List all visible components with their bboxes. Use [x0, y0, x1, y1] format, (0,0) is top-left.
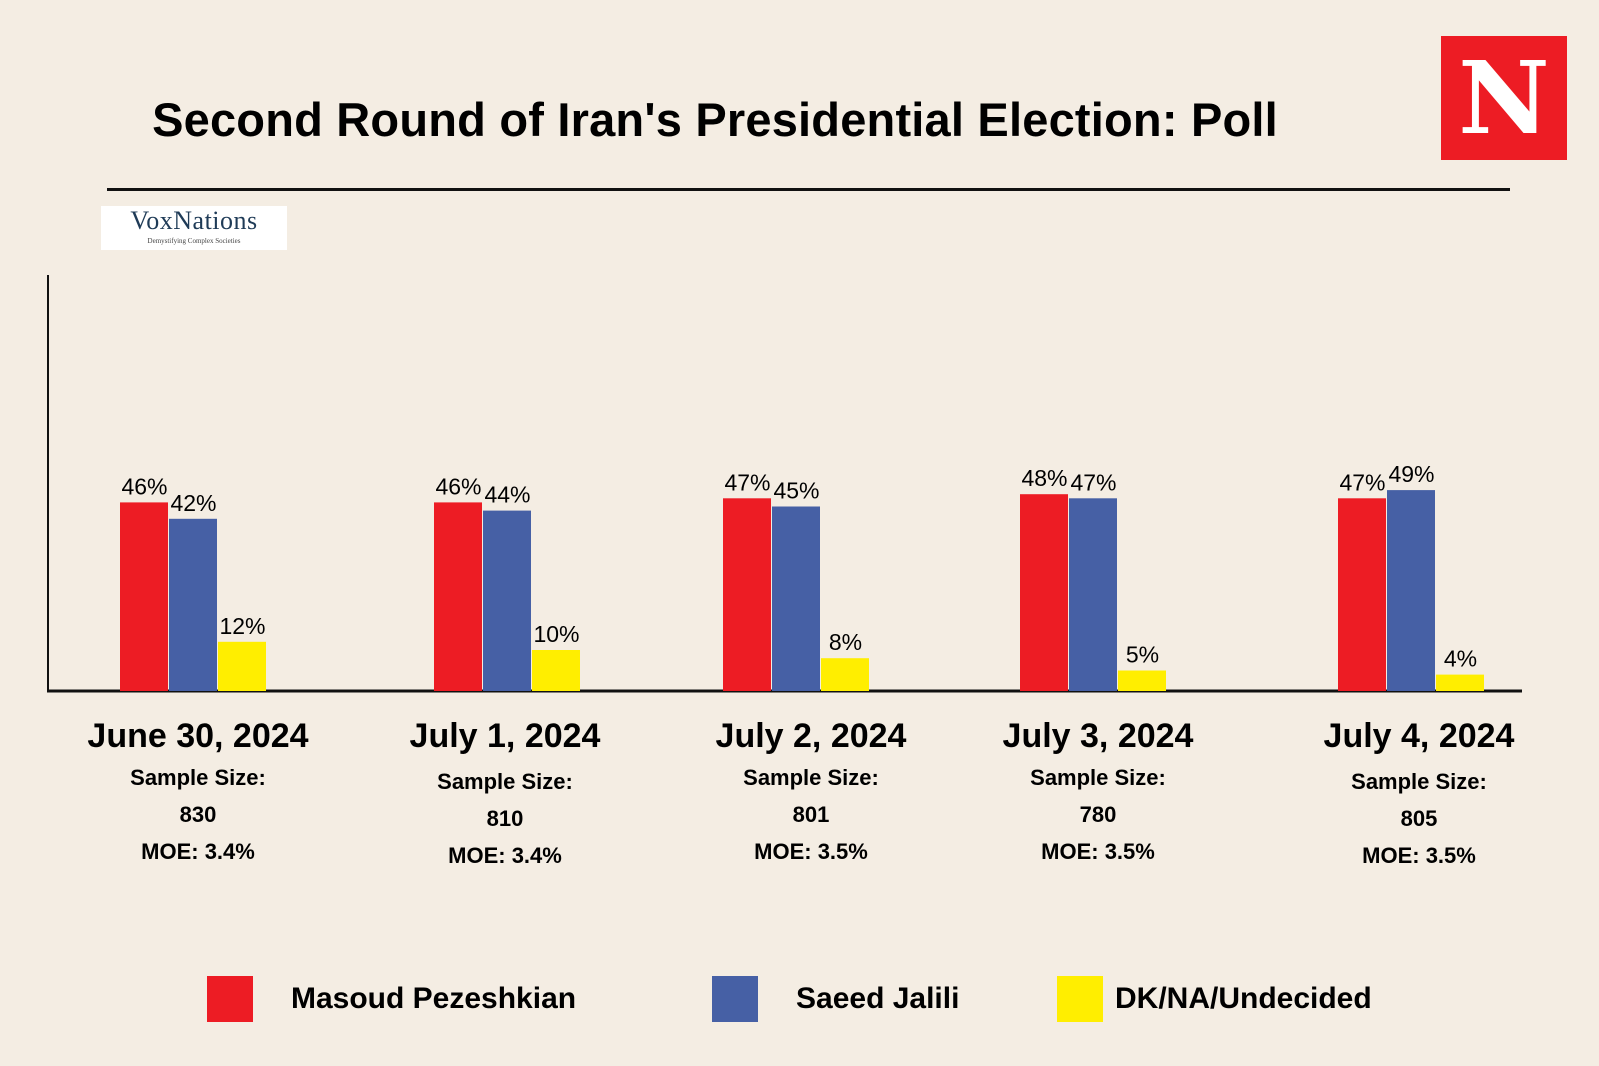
voxnations-tagline: Demystifying Complex Societies: [147, 237, 241, 245]
legend-item-jalili: Saeed Jalili: [712, 976, 959, 1022]
data-label: 47%: [1339, 469, 1385, 495]
bar-masoud-pezeshkian-0: [120, 502, 168, 691]
legend-swatch-undecided: [1057, 976, 1103, 1022]
x-tick-label: June 30, 2024: [87, 717, 308, 755]
sample-size-label: Sample Size:: [743, 765, 879, 790]
sample-size-label: Sample Size:: [1351, 769, 1487, 794]
bar-saeed-jalili-4: [1387, 490, 1435, 691]
data-label: 46%: [121, 473, 167, 499]
x-tick-label: July 4, 2024: [1324, 717, 1515, 755]
data-label: 8%: [829, 629, 862, 655]
newsweek-logo: N: [1441, 36, 1567, 160]
x-tick-label: July 1, 2024: [410, 717, 601, 755]
data-label: 42%: [170, 490, 216, 516]
bar-masoud-pezeshkian-1: [434, 502, 482, 691]
sample-size-label: Sample Size:: [437, 769, 573, 794]
bar-dk-na-undecided-4: [1436, 674, 1484, 691]
bar-dk-na-undecided-1: [532, 650, 580, 691]
sample-size-value: 780: [1080, 802, 1117, 827]
moe-label: MOE: 3.5%: [1362, 843, 1476, 868]
legend-swatch-pezeshkian: [207, 976, 253, 1022]
bar-masoud-pezeshkian-3: [1020, 494, 1068, 691]
legend-label-undecided: DK/NA/Undecided: [1115, 982, 1372, 1015]
data-label: 49%: [1388, 461, 1434, 487]
bar-dk-na-undecided-0: [218, 641, 266, 691]
sample-size-label: Sample Size:: [1030, 765, 1166, 790]
data-label: 45%: [773, 478, 819, 504]
x-tick-label: July 3, 2024: [1003, 717, 1194, 755]
bar-saeed-jalili-3: [1069, 498, 1117, 691]
bar-masoud-pezeshkian-2: [723, 498, 771, 691]
legend-item-undecided: DK/NA/Undecided: [1057, 976, 1372, 1022]
voxnations-logo: VoxNations Demystifying Complex Societie…: [101, 206, 287, 250]
moe-label: MOE: 3.5%: [754, 839, 868, 864]
data-label: 5%: [1126, 642, 1159, 668]
legend-label-pezeshkian: Masoud Pezeshkian: [291, 982, 577, 1015]
moe-label: MOE: 3.4%: [448, 843, 562, 868]
data-label: 47%: [1070, 469, 1116, 495]
moe-label: MOE: 3.5%: [1041, 839, 1155, 864]
legend-item-pezeshkian: Masoud Pezeshkian: [207, 976, 576, 1022]
sample-size-value: 830: [180, 802, 217, 827]
bar-saeed-jalili-2: [772, 506, 820, 691]
data-label: 44%: [484, 482, 530, 508]
sample-size-label: Sample Size:: [130, 765, 266, 790]
voxnations-name: VoxNations: [130, 206, 258, 235]
title-divider: [107, 188, 1510, 191]
bar-saeed-jalili-1: [483, 510, 531, 691]
data-label: 10%: [533, 621, 579, 647]
data-label: 48%: [1021, 465, 1067, 491]
legend-swatch-jalili: [712, 976, 758, 1022]
bar-dk-na-undecided-3: [1118, 670, 1166, 691]
moe-label: MOE: 3.4%: [141, 839, 255, 864]
data-label: 4%: [1444, 646, 1477, 672]
bar-masoud-pezeshkian-4: [1338, 498, 1386, 691]
x-tick-label: July 2, 2024: [716, 717, 907, 755]
sample-size-value: 810: [487, 806, 524, 831]
bar-dk-na-undecided-2: [821, 658, 869, 691]
data-label: 12%: [219, 613, 265, 639]
data-label: 46%: [435, 473, 481, 499]
sample-size-value: 805: [1401, 806, 1438, 831]
data-label: 47%: [724, 469, 770, 495]
legend-label-jalili: Saeed Jalili: [796, 982, 960, 1015]
sample-size-value: 801: [793, 802, 830, 827]
chart-title: Second Round of Iran's Presidential Elec…: [152, 93, 1278, 146]
bar-saeed-jalili-0: [169, 518, 217, 691]
